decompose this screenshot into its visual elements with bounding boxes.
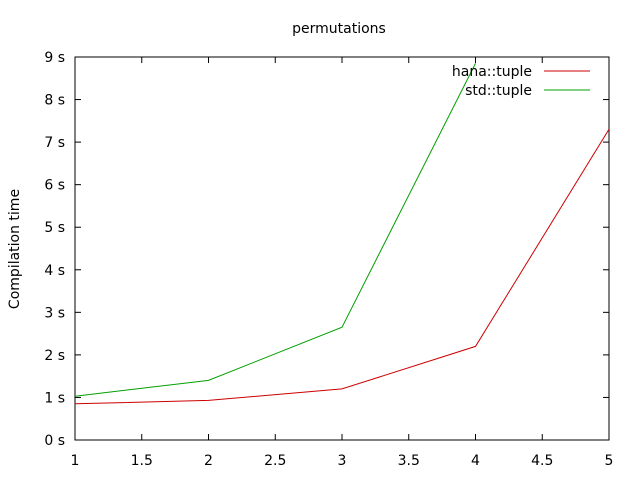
x-axis: 1 1.5 2 2.5 3 3.5 4 4.5 5	[71, 57, 614, 469]
chart-title: permutations	[292, 21, 386, 37]
x-tick-label: 3	[338, 453, 347, 469]
y-tick-label: 1 s	[44, 390, 65, 406]
y-tick-label: 6 s	[44, 178, 65, 194]
y-tick-label: 9 s	[44, 50, 65, 66]
plot-frame	[74, 56, 610, 441]
y-tick-label: 3 s	[44, 305, 65, 321]
y-axis: 0 s 1 s 2 s 3 s 4 s 5 s 6 s 7 s 8 s 9 s	[44, 50, 609, 449]
y-tick-label: 0 s	[44, 433, 65, 449]
series-line-hana-tuple	[74, 129, 610, 405]
x-tick-label: 4.5	[531, 453, 553, 469]
legend-label-hana-tuple: hana::tuple	[452, 64, 532, 80]
series-line-std-tuple	[74, 63, 476, 397]
y-axis-label: Compilation time	[7, 189, 23, 309]
legend-label-std-tuple: std::tuple	[465, 83, 532, 99]
y-tick-label: 7 s	[44, 135, 65, 151]
y-tick-label: 2 s	[44, 348, 65, 364]
y-tick-label: 4 s	[44, 263, 65, 279]
series-lines	[74, 63, 610, 405]
x-tick-label: 4	[471, 453, 480, 469]
x-tick-label: 5	[605, 453, 614, 469]
x-tick-label: 2.5	[264, 453, 286, 469]
x-tick-label: 1	[71, 453, 80, 469]
y-tick-label: 8 s	[44, 93, 65, 109]
x-tick-label: 3.5	[398, 453, 420, 469]
x-tick-label: 1.5	[131, 453, 153, 469]
x-tick-label: 2	[204, 453, 213, 469]
y-tick-label: 5 s	[44, 220, 65, 236]
